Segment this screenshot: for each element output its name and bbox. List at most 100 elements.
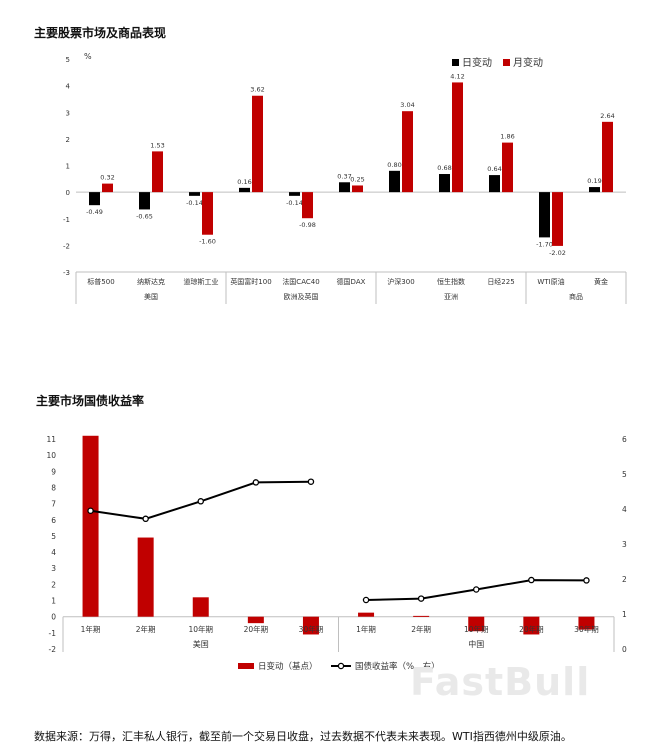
footnote: 数据来源：万得，汇丰私人银行，截至前一个交易日收盘，过去数据不代表未来表现。WT…	[34, 730, 572, 743]
bar-1-2	[202, 192, 213, 235]
bar-0-10	[589, 187, 600, 193]
bar-1-4	[302, 192, 313, 219]
data-label-1-4: -0.98	[299, 221, 316, 229]
right-tick-label-0: 0	[622, 645, 627, 654]
data-label-0-6: 0.80	[387, 161, 401, 169]
watermark-logo: FastBull	[410, 660, 591, 704]
bar-0-6	[389, 170, 400, 193]
data-label-0-2: -0.14	[186, 199, 203, 207]
yield-point-4	[307, 478, 315, 485]
bar-1-5	[352, 185, 363, 193]
category-label-1: 2年期	[136, 624, 156, 634]
legend-label-0: 日变动	[462, 56, 492, 69]
category-label-1: 纳斯达克	[137, 277, 165, 286]
data-label-0-7: 0.68	[437, 164, 451, 172]
y-tick-label-0: -3	[63, 269, 70, 277]
y-tick-label-2: -1	[63, 216, 70, 224]
bar-1-10	[602, 121, 613, 193]
y-tick-label-4: 1	[66, 163, 70, 171]
data-label-1-7: 4.12	[450, 72, 464, 80]
bar-0-7	[439, 174, 450, 193]
bar-0	[82, 435, 99, 617]
left-tick-label-7: 5	[51, 532, 56, 541]
left-tick-label-9: 7	[51, 500, 56, 509]
data-label-0-1: -0.65	[136, 212, 153, 220]
data-label-0-4: -0.14	[286, 199, 303, 207]
left-tick-label-2: 0	[51, 613, 56, 622]
bar-7	[468, 616, 485, 632]
group-label-0: 美国	[144, 292, 158, 301]
y-tick-label-7: 4	[66, 83, 71, 91]
left-tick-label-1: -1	[49, 629, 57, 638]
bar-1-7	[452, 82, 463, 193]
right-tick-label-3: 3	[622, 540, 627, 549]
category-label-7: 恒生指数	[437, 277, 465, 286]
category-label-0: 1年期	[81, 624, 101, 634]
category-label-2: 10年期	[188, 624, 213, 634]
right-tick-label-1: 1	[622, 610, 627, 619]
category-label-5: 德国DAX	[337, 277, 366, 286]
yield-point-2	[197, 498, 204, 505]
left-tick-label-12: 10	[46, 451, 56, 460]
y-tick-label-6: 3	[66, 109, 70, 117]
data-label-0-10: 0.19	[587, 177, 601, 185]
bar-1-9	[552, 192, 563, 246]
bar-1-6	[402, 111, 413, 193]
bar-9	[578, 616, 595, 630]
bar-0-5	[339, 182, 350, 193]
legend-swatch-1	[503, 59, 510, 66]
bar-0-0	[89, 192, 100, 206]
chart1-title: 主要股票市场及商品表现	[34, 26, 167, 40]
category-label-9: 30年期	[574, 624, 599, 634]
yield-point-9	[583, 577, 590, 584]
data-label-0-5: 0.37	[337, 172, 351, 180]
category-label-4: 30年期	[299, 624, 324, 634]
legend-label-line: 国债收益率（%，右）	[355, 661, 440, 672]
category-label-2: 道琼斯工业	[184, 277, 219, 286]
bar-1-1	[152, 151, 163, 193]
bar-0-8	[489, 175, 500, 193]
legend-label-bar: 日变动（基点）	[258, 661, 318, 672]
yield-point-5	[362, 596, 370, 604]
group-label-1: 欧洲及英国	[284, 292, 319, 301]
bar-1-3	[252, 95, 263, 193]
bar-0-4	[289, 192, 300, 196]
data-label-1-6: 3.04	[400, 101, 414, 109]
bar-0-3	[239, 187, 250, 193]
data-label-1-10: 2.64	[600, 112, 614, 120]
category-label-5: 1年期	[356, 624, 376, 634]
data-label-1-5: 0.25	[350, 175, 364, 183]
data-label-1-3: 3.62	[250, 86, 264, 94]
bar-0-2	[189, 192, 200, 196]
yield-point-7	[472, 586, 480, 593]
left-tick-label-10: 8	[51, 483, 56, 492]
category-label-4: 法国CAC40	[282, 277, 319, 286]
group-label-2: 亚洲	[444, 293, 458, 301]
bar-6	[413, 615, 430, 617]
bar-0-1	[139, 192, 150, 210]
data-label-0-9: -1.70	[536, 240, 553, 248]
category-label-6: 2年期	[411, 624, 431, 634]
bar-4	[302, 616, 319, 635]
group-label-0: 美国	[193, 639, 209, 649]
legend-swatch-marker	[337, 662, 345, 670]
left-tick-label-4: 2	[51, 580, 56, 589]
bar-1	[137, 537, 154, 617]
yield-point-8	[528, 576, 535, 584]
bar-8	[523, 616, 540, 635]
data-label-1-8: 1.86	[500, 133, 514, 141]
yield-point-3	[252, 479, 260, 486]
bar-2	[192, 597, 209, 617]
data-label-0-3: 0.16	[237, 178, 251, 186]
category-label-8: 20年期	[519, 624, 544, 634]
legend-label-1: 月变动	[513, 56, 543, 69]
legend-swatch-0	[452, 59, 459, 66]
category-label-0: 标普500	[87, 277, 114, 286]
bar-0-9	[539, 192, 550, 238]
stock-performance-chart: -3 -2 -1 0 1 2 3 4 5 % -0.49 -0.65 -0.14 0.16 -0.14 0.3…	[63, 52, 627, 304]
data-label-0-8: 0.64	[487, 165, 501, 173]
left-tick-label-13: 11	[46, 435, 56, 444]
data-label-1-1: 1.53	[150, 141, 164, 149]
category-label-10: 黄金	[594, 277, 608, 286]
bar-3	[247, 616, 264, 624]
